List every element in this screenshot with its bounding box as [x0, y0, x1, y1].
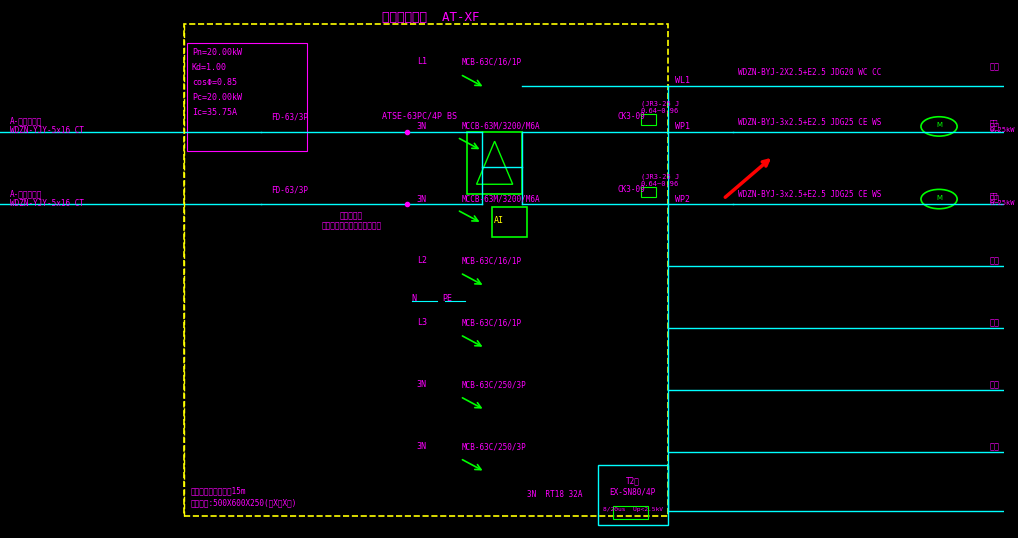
- Text: Ic=35.75A: Ic=35.75A: [191, 109, 237, 117]
- Text: 卷闸
0.25kW: 卷闸 0.25kW: [989, 119, 1015, 133]
- Text: 卷闸: 卷闸: [989, 195, 1000, 203]
- Text: WL1: WL1: [675, 76, 690, 85]
- Text: 备用: 备用: [989, 257, 1000, 265]
- Text: 参考尺寸:500X600X250(宽X高X厚): 参考尺寸:500X600X250(宽X高X厚): [190, 499, 297, 507]
- Text: CK3-09: CK3-09: [618, 185, 645, 194]
- Text: A-馈路电源来: A-馈路电源来: [10, 189, 43, 198]
- Text: L2: L2: [416, 257, 427, 265]
- Text: (JR3-25 J
0.64~0.96: (JR3-25 J 0.64~0.96: [640, 173, 679, 187]
- Text: 卷闸: 卷闸: [989, 122, 1000, 131]
- Text: Pn=20.00kW: Pn=20.00kW: [191, 48, 242, 57]
- Text: WDZN-YJY-5x16 CT: WDZN-YJY-5x16 CT: [10, 199, 84, 208]
- Text: MCB-63C/16/1P: MCB-63C/16/1P: [462, 58, 522, 66]
- Text: cosΦ=0.85: cosΦ=0.85: [191, 79, 237, 87]
- Text: FD-63/3P: FD-63/3P: [271, 186, 308, 194]
- Text: T2保: T2保: [626, 476, 639, 485]
- Text: MCB-63C/250/3P: MCB-63C/250/3P: [462, 442, 526, 451]
- Text: WDZN-BYJ-3x2.5+E2.5 JDG25 CE WS: WDZN-BYJ-3x2.5+E2.5 JDG25 CE WS: [738, 118, 882, 126]
- Text: M: M: [937, 195, 942, 201]
- Text: 3N: 3N: [416, 122, 427, 131]
- Text: WDZN-BYJ-3x2.5+E2.5 JDG25 CE WS: WDZN-BYJ-3x2.5+E2.5 JDG25 CE WS: [738, 190, 882, 199]
- Text: 3N: 3N: [416, 195, 427, 203]
- Text: 8/20us  Up<2.5kV: 8/20us Up<2.5kV: [603, 507, 663, 512]
- Text: L1: L1: [416, 58, 427, 66]
- Text: 3N  RT18 32A: 3N RT18 32A: [527, 491, 582, 499]
- Text: 断路器特性：长延时15m: 断路器特性：长延时15m: [190, 486, 246, 495]
- Text: CK3-09: CK3-09: [618, 112, 645, 121]
- Text: Kd=1.00: Kd=1.00: [191, 63, 227, 72]
- Text: 消防变配电箱  AT-XF: 消防变配电箱 AT-XF: [382, 11, 479, 24]
- Text: 备用: 备用: [989, 380, 1000, 389]
- Text: MCB-63C/16/1P: MCB-63C/16/1P: [462, 318, 522, 327]
- Text: A-馈路电源来: A-馈路电源来: [10, 117, 43, 125]
- Text: 卷闸
0.25kW: 卷闸 0.25kW: [989, 192, 1015, 206]
- Text: M: M: [937, 122, 942, 129]
- Text: (JR3-25 J
0.64~0.96: (JR3-25 J 0.64~0.96: [640, 101, 679, 115]
- Text: ATSE-63PC/4P BS: ATSE-63PC/4P BS: [382, 111, 457, 120]
- Text: 发电机系统
由发电机组厂家负责配套配置: 发电机系统 由发电机组厂家负责配套配置: [322, 211, 382, 230]
- Text: AI: AI: [494, 216, 504, 225]
- Text: 3N: 3N: [416, 442, 427, 451]
- Text: 3N: 3N: [416, 380, 427, 389]
- Text: MCB-63C/16/1P: MCB-63C/16/1P: [462, 257, 522, 265]
- Text: WP2: WP2: [675, 195, 690, 203]
- Text: PE: PE: [442, 294, 452, 303]
- Text: 备用: 备用: [989, 318, 1000, 327]
- Text: 备用: 备用: [989, 442, 1000, 451]
- Text: WDZN-YJY-5x16 CT: WDZN-YJY-5x16 CT: [10, 126, 84, 135]
- Text: N: N: [411, 294, 416, 303]
- Text: MCB-63C/250/3P: MCB-63C/250/3P: [462, 380, 526, 389]
- Text: FD-63/3P: FD-63/3P: [271, 113, 308, 122]
- Text: WDZN-BYJ-2X2.5+E2.5 JDG20 WC CC: WDZN-BYJ-2X2.5+E2.5 JDG20 WC CC: [738, 68, 882, 77]
- Text: WP1: WP1: [675, 122, 690, 131]
- Text: MCCB-63M/3200/M6A: MCCB-63M/3200/M6A: [462, 195, 541, 203]
- Text: 照明: 照明: [989, 63, 1000, 72]
- Text: EX-SN80/4P: EX-SN80/4P: [610, 487, 656, 497]
- Text: Pc=20.00kW: Pc=20.00kW: [191, 94, 242, 102]
- Text: L3: L3: [416, 318, 427, 327]
- Text: MCCB-63M/3200/M6A: MCCB-63M/3200/M6A: [462, 122, 541, 131]
